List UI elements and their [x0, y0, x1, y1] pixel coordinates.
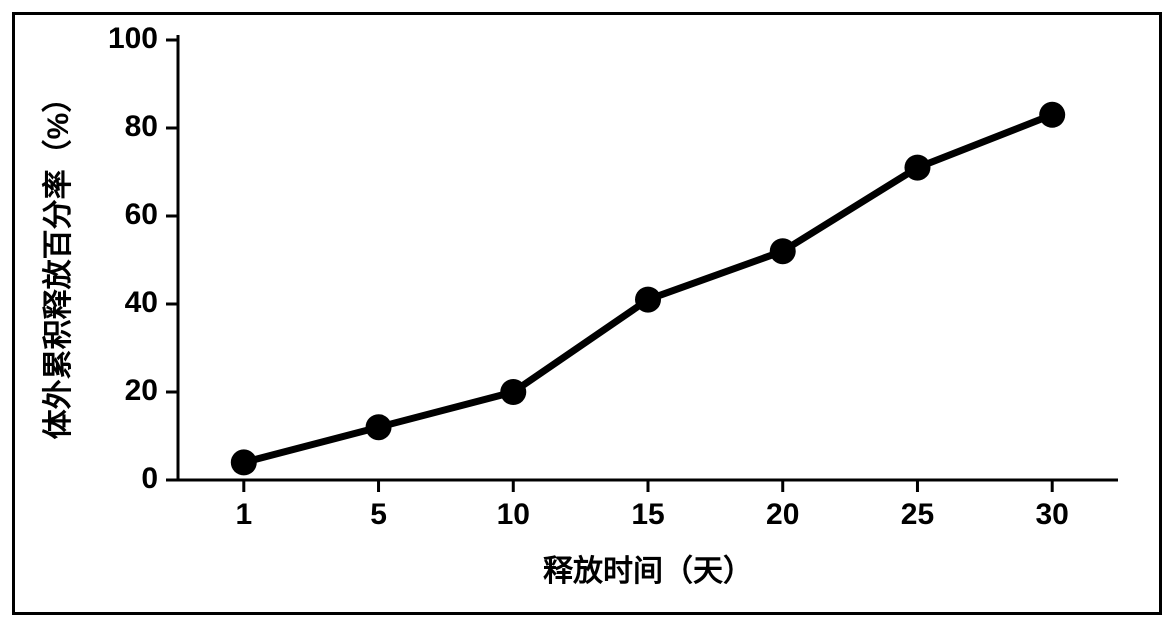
y-tick-label: 100	[108, 22, 158, 56]
release-chart: 体外累积释放百分率（%） 释放时间（天） 0204060801001510152…	[0, 0, 1176, 629]
chart-svg	[0, 0, 1176, 629]
x-tick-label: 10	[473, 498, 553, 532]
y-tick-label: 20	[125, 374, 158, 408]
x-tick-label: 1	[204, 498, 284, 532]
y-tick-label: 60	[125, 198, 158, 232]
x-tick-label: 15	[608, 498, 688, 532]
x-tick-label: 20	[743, 498, 823, 532]
x-tick-label: 5	[339, 498, 419, 532]
x-tick-label: 30	[1012, 498, 1092, 532]
y-tick-label: 80	[125, 110, 158, 144]
y-tick-label: 40	[125, 286, 158, 320]
y-axis-label: 体外累积释放百分率（%）	[33, 11, 77, 511]
y-tick-label: 0	[141, 462, 158, 496]
x-tick-label: 25	[877, 498, 957, 532]
x-axis-label: 释放时间（天）	[498, 546, 798, 590]
